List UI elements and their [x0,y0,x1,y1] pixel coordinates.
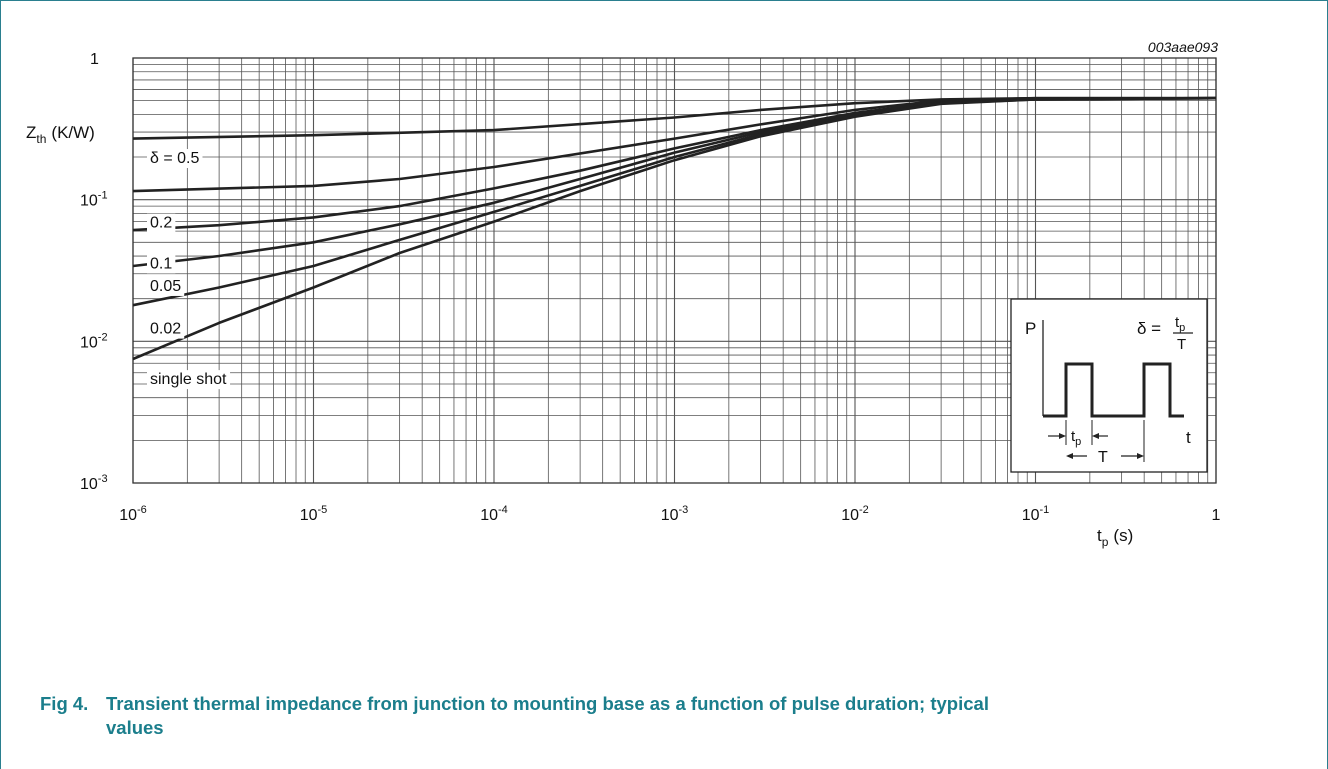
inset-delta: δ = [1137,319,1161,338]
x-tick-label-5: 10-1 [1022,504,1050,524]
figure-caption: Fig 4. Transient thermal impedance from j… [40,692,1290,740]
tick-labels: 10-6 10-5 10-4 10-3 10-2 10-1 1 1 10-1 10-2 10-3 [80,51,1221,524]
x-tick-label-2: 10-4 [480,504,508,524]
y-tick-label-1: 10-1 [80,190,108,210]
series-line-5 [132,96,1217,361]
caption-text: Transient thermal impedance from junctio… [106,693,989,714]
x-axis-label: tp (s) [1097,526,1133,549]
series-label-bg-2 [147,254,176,274]
series-label-5: single shot [150,371,227,388]
inset-T: T [1098,449,1108,466]
inset-box [1010,298,1208,473]
caption-line-1: Fig 4. Transient thermal impedance from j… [40,692,1290,716]
y-axis-label: Zth (K/W) [26,123,95,146]
x-tick-label-3: 10-3 [661,504,689,524]
inset-delta-T: T [1177,336,1186,353]
x-tick-label-0: 10-6 [119,504,147,524]
y-tick-label-0: 1 [90,51,99,68]
series-labels: δ = 0.5 0.2 0.1 0.05 0.02 single shot [147,149,231,390]
series-label-bg-5 [147,370,231,390]
series-label-4: 0.02 [150,321,181,338]
series-lines [132,96,1217,361]
series-label-bg-0 [147,149,203,169]
x-tick-label-4: 10-2 [841,504,869,524]
inset-tp: tp [1071,428,1081,448]
x-tick-label-1: 10-5 [300,504,328,524]
series-label-2: 0.1 [150,256,172,273]
series-label-3: 0.05 [150,278,181,295]
series-label-bg-4 [147,319,185,339]
inset-p-label: P [1025,319,1036,338]
series-label-1: 0.2 [150,215,172,232]
figure-number: Fig 4. [40,693,89,714]
series-label-0: δ = 0.5 [150,150,199,167]
pulse-train [1043,362,1184,418]
y-tick-label-2: 10-2 [80,331,108,351]
grid [132,57,1217,484]
plot-border [132,57,1217,484]
series-label-bg-3 [147,276,185,296]
series-label-bg-1 [147,213,176,233]
x-tick-label-6: 1 [1212,507,1221,524]
chart-code: 003aae093 [1148,39,1218,55]
inset-t-label: t [1186,428,1191,447]
pulse-inset: P t δ = tp T tp T [1010,298,1208,473]
inset-delta-tp: tp [1175,314,1185,334]
y-tick-label-3: 10-3 [80,473,108,493]
caption-line-2: values [106,717,164,738]
